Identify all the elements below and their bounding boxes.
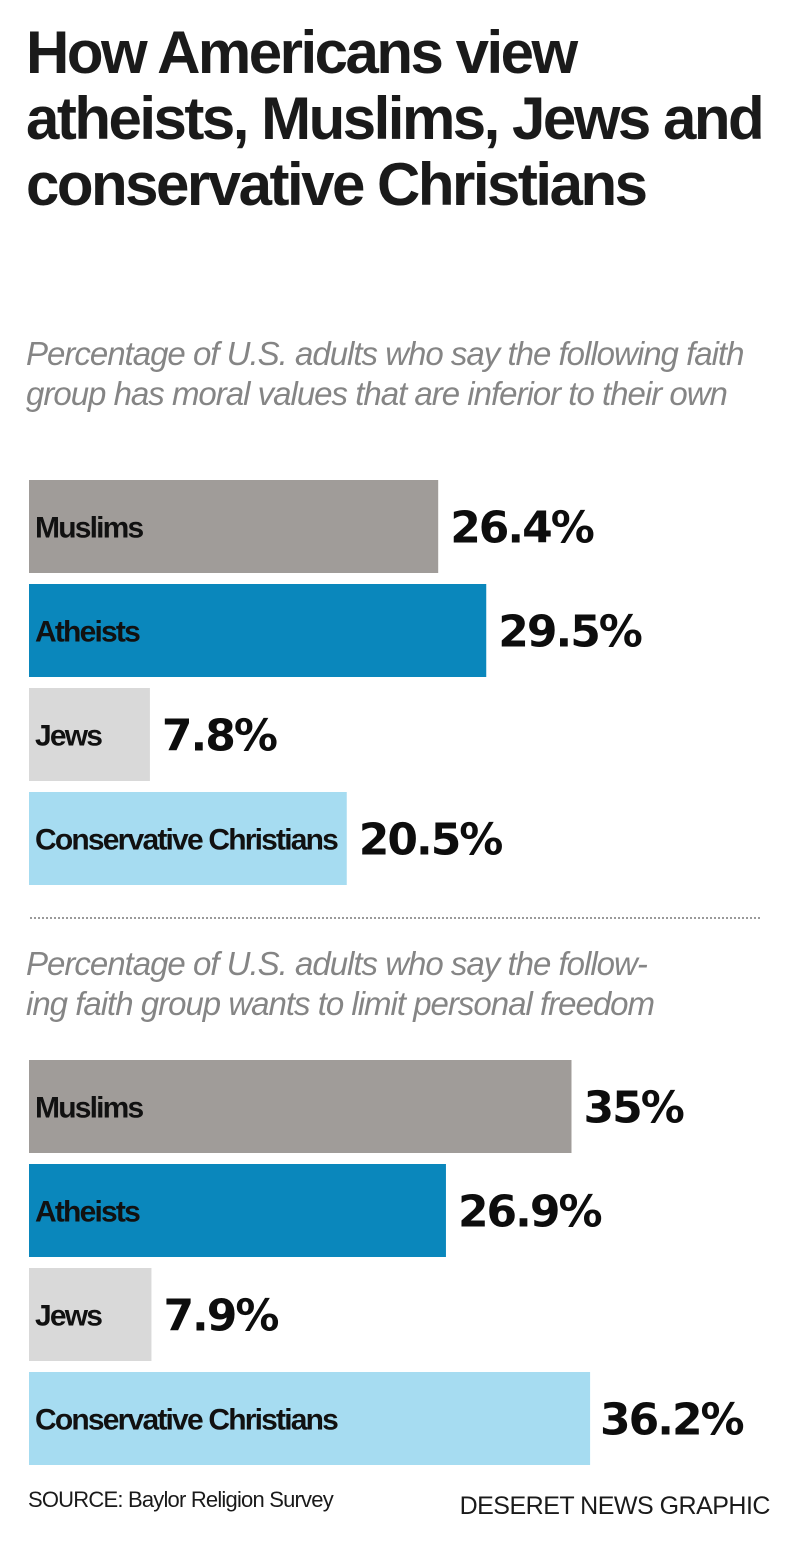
section-divider <box>30 917 760 919</box>
bar-jews <box>29 1268 152 1361</box>
bar-label-conservative-christians: Conservative Christians <box>35 824 338 857</box>
chart-2-subtitle-line-1: Percentage of U.S. adults who say the fo… <box>26 945 648 982</box>
value-label-atheists: 29.5% <box>498 607 642 658</box>
value-label-muslims: 26.4% <box>450 503 594 554</box>
bar-muslims <box>29 480 439 573</box>
chart-moral-values: Muslims 26.4% Atheists 29.5% Jews 7.8% Conserv… <box>29 480 644 885</box>
bar-label-atheists: Atheists <box>35 1196 140 1229</box>
bar-atheists <box>29 1164 446 1257</box>
value-label-conservative-christians: 20.5% <box>359 815 503 866</box>
chart-2-subtitle-line-2: ing faith group wants to limit personal … <box>26 985 655 1022</box>
graphic-credit: DESERET NEWS GRAPHIC <box>459 1492 771 1520</box>
bar-jews <box>29 688 150 781</box>
bar-label-atheists: Atheists <box>35 616 140 649</box>
bar-label-muslims: Muslims <box>35 1092 144 1125</box>
chart-1-subtitle: Percentage of U.S. adults who say the fo… <box>26 335 744 412</box>
value-label-jews: 7.8% <box>162 711 277 762</box>
bar-conservative-christians <box>29 1372 591 1465</box>
bar-label-jews: Jews <box>35 1300 102 1333</box>
bar-label-conservative-christians: Conservative Christians <box>35 1404 338 1437</box>
source-note: SOURCE: Baylor Religion Survey <box>28 1487 334 1512</box>
page-title: How Americans view atheists, Muslims, Je… <box>26 19 765 218</box>
chart-2-subtitle: Percentage of U.S. adults who say the fo… <box>26 944 786 1024</box>
value-label-atheists: 26.9% <box>458 1187 602 1238</box>
bar-atheists <box>29 584 487 677</box>
bar-label-muslims: Muslims <box>35 512 144 545</box>
value-label-jews: 7.9% <box>163 1291 278 1342</box>
bar-label-jews: Jews <box>35 720 102 753</box>
bar-conservative-christians <box>29 792 347 885</box>
value-label-muslims: 35% <box>584 1083 684 1134</box>
chart-personal-freedom: Muslims 35% Atheists 26.9% Jews 7.9% Conservat… <box>29 1060 746 1465</box>
value-label-conservative-christians: 36.2% <box>600 1395 744 1446</box>
bar-muslims <box>29 1060 572 1153</box>
